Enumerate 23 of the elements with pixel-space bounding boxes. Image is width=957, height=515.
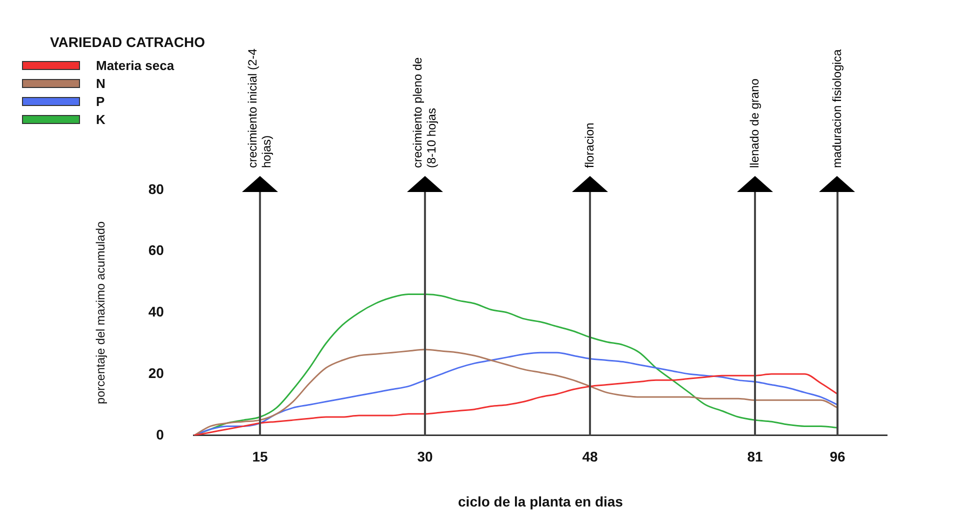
x-tick-label: 96 [830,448,846,465]
legend-label: Materia seca [96,58,174,72]
y-tick-label: 80 [148,180,164,197]
ref-line-label: floracion [582,122,596,168]
y-tick-label: 0 [156,426,164,442]
y-axis-title: porcentaje del maximo acumulado [94,220,108,404]
x-tick-label: 81 [747,448,763,465]
x-tick-label: 30 [417,448,433,465]
x-tick-label: 15 [252,448,268,465]
line-series [193,373,838,436]
legend-title: VARIEDAD CATRACHO [50,34,206,50]
x-axis-title: ciclo de la planta en dias [458,493,624,510]
ref-line-label: crecimiento inicial (2-4 hojas) [245,48,274,168]
legend-label: K [96,112,106,126]
legend-label: P [96,94,105,108]
ref-line-label: maduracion fisiologica [830,48,844,168]
y-tick-label: 60 [148,242,164,258]
y-tick-label: 20 [148,364,164,381]
ref-line-label: llenado de grano [747,78,762,168]
x-tick-label: 48 [582,448,598,465]
y-tick-label: 40 [148,304,164,320]
legend-label: N [96,76,106,90]
ref-line-label: crecimiento pleno de (8-10 hojas [410,56,438,168]
